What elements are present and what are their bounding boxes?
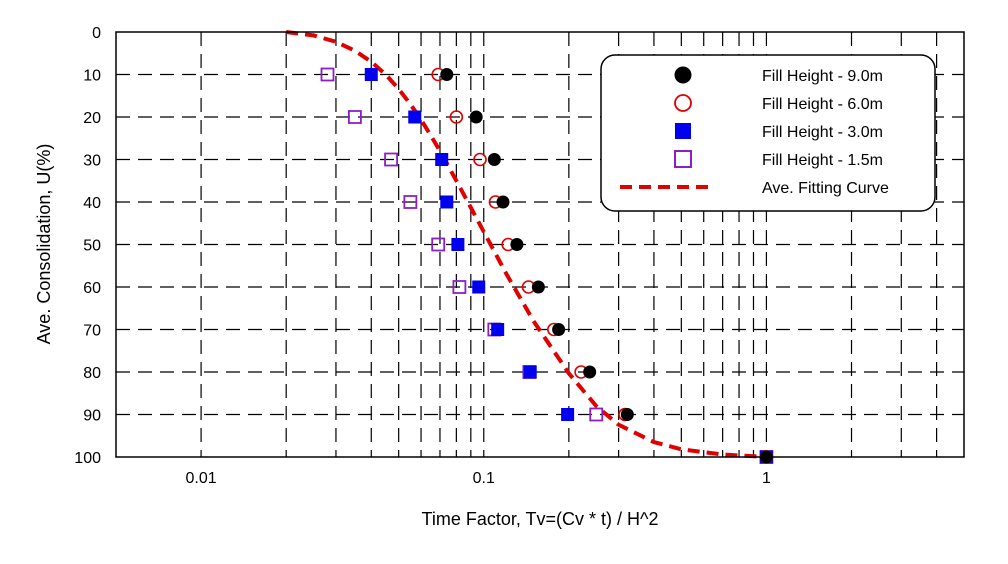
legend-label-fill-height-3-0m: Fill Height - 3.0m: [762, 124, 883, 141]
y-tick-label-20: 20: [83, 110, 101, 127]
legend-label-fill-height-1-5m: Fill Height - 1.5m: [762, 152, 883, 169]
series-line-ave-fitting-curve: [285, 30, 767, 459]
x-axis-label: Time Factor, Tv=(Cv * t) / H^2: [422, 509, 659, 529]
y-tick-label-40: 40: [83, 195, 101, 212]
point-fill-height-6-0m-1: [449, 110, 464, 124]
point-fill-height-3-0m-0: [364, 68, 378, 81]
y-tick-label-30: 30: [83, 153, 101, 170]
y-tick-label-50: 50: [83, 238, 101, 255]
legend-swatch-fill-height-3-0m: [675, 123, 691, 139]
legend-swatch-fill-height-6-0m: [674, 94, 692, 112]
point-fill-height-9-0m-5: [531, 280, 545, 294]
point-fill-height-3-0m-5: [472, 280, 486, 294]
point-fill-height-3-0m-3: [440, 195, 454, 209]
point-fill-height-9-0m-4: [510, 238, 524, 251]
y-tick-label-100: 100: [74, 450, 101, 467]
point-fill-height-1-5m-0: [320, 67, 335, 82]
legend-label-fill-height-6-0m: Fill Height - 6.0m: [762, 96, 883, 113]
legend: Fill Height - 9.0m Fill Height - 6.0m Fill…: [600, 54, 936, 212]
point-fill-height-1-5m-2: [384, 152, 398, 167]
point-fill-height-1-5m-5: [452, 280, 467, 294]
point-fill-height-6-0m-2: [473, 152, 487, 167]
legend-swatch-fill-height-1-5m: [674, 150, 692, 168]
point-fill-height-1-5m-3: [403, 195, 418, 209]
legend-label-fill-height-9-0m: Fill Height - 9.0m: [762, 68, 883, 85]
legend-label-ave-fitting-curve: Ave. Fitting Curve: [762, 180, 889, 197]
y-tick-label-80: 80: [83, 365, 101, 382]
legend-box: [600, 54, 936, 212]
point-fill-height-9-0m-1: [469, 110, 483, 124]
x-tick-label-0.01: 0.01: [186, 470, 217, 487]
point-fill-height-9-0m-8: [620, 408, 634, 421]
point-fill-height-1-5m-1: [347, 110, 362, 124]
point-fill-height-3-0m-1: [408, 110, 422, 124]
point-fill-height-1-5m-4: [431, 237, 446, 252]
point-fill-height-1-5m-8: [589, 407, 604, 422]
point-fill-height-3-0m-7: [523, 365, 537, 379]
x-tick-label-0.1: 0.1: [473, 470, 495, 487]
point-fill-height-9-0m-6: [552, 323, 566, 336]
point-fill-height-3-0m-8: [561, 408, 575, 421]
plot-border: [115, 31, 965, 458]
point-fill-height-9-0m-7: [583, 365, 597, 379]
x-tick-label-1: 1: [762, 470, 771, 487]
point-fill-height-3-0m-2: [435, 153, 449, 166]
y-tick-label-70: 70: [83, 323, 101, 340]
marker-layer: [320, 67, 774, 464]
y-tick-label-60: 60: [83, 280, 101, 297]
legend-swatch-fill-height-9-0m: [674, 66, 692, 84]
y-axis-label: Ave. Consolidation, U(%): [34, 144, 54, 345]
point-fill-height-3-0m-6: [491, 323, 505, 336]
fitting-curve-layer: [285, 30, 767, 459]
y-tick-label-10: 10: [83, 68, 101, 85]
point-fill-height-9-0m-3: [496, 195, 510, 209]
point-fill-height-9-0m-2: [487, 153, 501, 166]
point-fill-height-9-0m-0: [440, 68, 454, 81]
y-tick-label-0: 0: [92, 25, 101, 42]
y-tick-label-90: 90: [83, 408, 101, 425]
tick-labels: 0 10 20 30 40 50 60 70 80 90 100 0.01 0.1 1: [74, 25, 771, 487]
point-fill-height-3-0m-4: [451, 238, 465, 251]
